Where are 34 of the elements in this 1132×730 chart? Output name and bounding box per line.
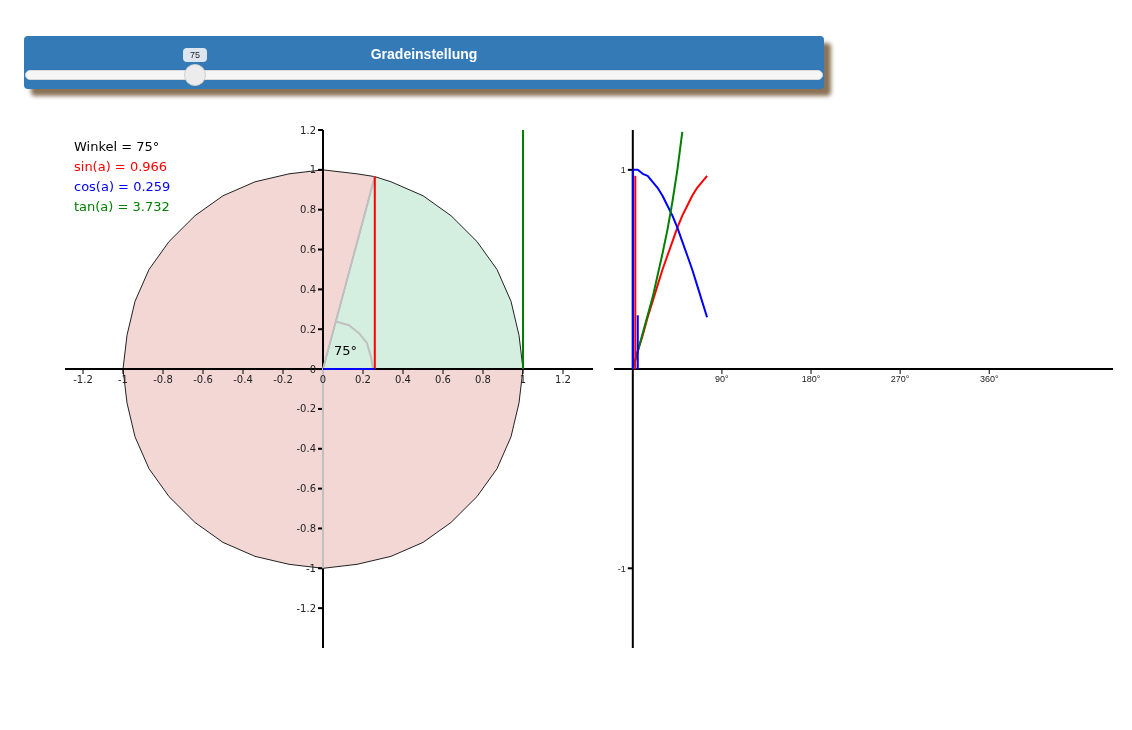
x-tick-label: 90°	[715, 374, 730, 385]
y-tick-label: -0.6	[296, 483, 316, 495]
x-tick-label: 1	[519, 374, 527, 386]
text: Gradeinstellung	[370, 46, 478, 62]
x-tick-label: 0.4	[395, 374, 411, 386]
y-tick-label: 0.6	[300, 244, 316, 256]
annotation: 75°	[334, 343, 358, 358]
y-tick-label: 0.2	[300, 323, 316, 335]
x-tick-label: -0.6	[193, 374, 213, 386]
y-tick-label: 1.2	[300, 124, 316, 136]
y-tick-label: -1.2	[296, 602, 316, 614]
x-tick-label: -0.8	[153, 374, 173, 386]
text: cos(a) = 0.259	[74, 179, 171, 194]
x-tick-label: 0.8	[475, 374, 491, 386]
x-tick-label: 0.6	[435, 374, 451, 386]
x-tick-label: 360°	[979, 374, 999, 385]
x-tick-label: -1.2	[73, 374, 93, 386]
x-tick-label: 180°	[801, 374, 821, 385]
y-tick-label: -0.8	[296, 523, 316, 535]
y-tick-label: 0.4	[300, 283, 316, 295]
x-tick-label: 1.2	[555, 374, 571, 386]
legend-title: Winkel = 75°	[74, 139, 160, 154]
x-tick-label: 0.2	[355, 374, 371, 386]
y-tick-label: 0.8	[300, 204, 316, 216]
y-tick-label: -0.4	[296, 443, 316, 455]
x-tick-label: -0.2	[273, 374, 293, 386]
x-tick-label: -0.4	[233, 374, 253, 386]
text: tan(a) = 3.732	[74, 199, 170, 214]
y-tick-label: 1	[309, 164, 316, 176]
value-bubble: 75	[183, 48, 207, 62]
y-tick-label: -0.2	[296, 403, 316, 415]
text: sin(a) = 0.966	[74, 159, 168, 174]
x-tick-label: 0	[319, 374, 327, 386]
x-tick-label: 270°	[890, 374, 910, 385]
